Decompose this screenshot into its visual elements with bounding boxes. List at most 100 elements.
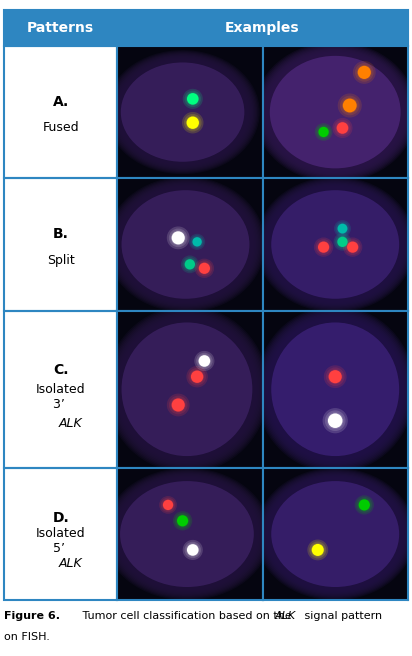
Point xyxy=(339,223,346,234)
Ellipse shape xyxy=(111,312,263,467)
Ellipse shape xyxy=(270,56,400,169)
Point xyxy=(175,233,182,243)
Ellipse shape xyxy=(121,62,244,162)
Ellipse shape xyxy=(259,310,411,468)
Ellipse shape xyxy=(108,179,263,310)
Ellipse shape xyxy=(107,51,258,173)
Ellipse shape xyxy=(256,44,412,180)
Ellipse shape xyxy=(112,182,259,306)
Point xyxy=(314,544,321,555)
Point xyxy=(190,544,196,555)
Point xyxy=(201,356,208,366)
Ellipse shape xyxy=(257,307,412,472)
Ellipse shape xyxy=(271,481,399,587)
Point xyxy=(320,127,327,137)
Ellipse shape xyxy=(255,468,412,600)
Point xyxy=(314,544,321,555)
Ellipse shape xyxy=(271,323,399,456)
Point xyxy=(201,263,208,274)
Ellipse shape xyxy=(110,180,262,309)
Point xyxy=(194,237,200,247)
Text: ALK: ALK xyxy=(59,417,83,430)
Ellipse shape xyxy=(115,57,251,167)
Ellipse shape xyxy=(122,323,253,456)
Point xyxy=(314,544,321,555)
Point xyxy=(190,544,196,555)
Point xyxy=(194,371,200,382)
Ellipse shape xyxy=(109,472,265,596)
Ellipse shape xyxy=(113,314,260,464)
Point xyxy=(346,100,353,111)
Point xyxy=(190,94,196,104)
Point xyxy=(175,400,182,410)
Ellipse shape xyxy=(263,314,407,464)
Ellipse shape xyxy=(258,45,412,179)
Point xyxy=(320,127,327,137)
Point xyxy=(339,237,346,247)
Text: Split: Split xyxy=(47,254,75,267)
Point xyxy=(190,94,196,104)
Ellipse shape xyxy=(110,474,264,595)
Ellipse shape xyxy=(255,43,412,181)
Ellipse shape xyxy=(113,476,261,592)
Point xyxy=(320,242,327,253)
Ellipse shape xyxy=(109,310,265,468)
Point xyxy=(349,242,356,253)
Point xyxy=(175,233,182,243)
Point xyxy=(361,67,368,77)
Point xyxy=(320,242,327,253)
Point xyxy=(361,67,368,77)
Point xyxy=(339,223,346,234)
Point xyxy=(175,400,182,410)
Point xyxy=(194,237,200,247)
Point xyxy=(190,544,196,555)
Text: signal pattern: signal pattern xyxy=(301,611,382,621)
Point xyxy=(332,371,339,382)
Text: Isolated
5’: Isolated 5’ xyxy=(36,527,85,555)
Ellipse shape xyxy=(258,308,412,470)
Point xyxy=(349,242,356,253)
Point xyxy=(190,94,196,104)
Ellipse shape xyxy=(114,184,258,306)
Point xyxy=(339,237,346,247)
Point xyxy=(346,100,353,111)
Point xyxy=(187,259,193,270)
Text: Isolated
3’: Isolated 3’ xyxy=(36,383,85,411)
Ellipse shape xyxy=(262,474,408,595)
Ellipse shape xyxy=(257,178,412,311)
Ellipse shape xyxy=(260,48,410,176)
Text: ALK: ALK xyxy=(59,557,83,569)
Point xyxy=(201,263,208,274)
Ellipse shape xyxy=(265,316,406,463)
Ellipse shape xyxy=(107,178,264,311)
Point xyxy=(361,500,368,510)
Ellipse shape xyxy=(259,180,411,309)
Point xyxy=(332,415,339,426)
Ellipse shape xyxy=(262,49,409,175)
Point xyxy=(190,117,196,128)
Ellipse shape xyxy=(262,182,408,306)
Point xyxy=(332,415,339,426)
Ellipse shape xyxy=(255,176,412,312)
Ellipse shape xyxy=(105,469,269,599)
Point xyxy=(175,233,182,243)
Point xyxy=(190,117,196,128)
Ellipse shape xyxy=(108,471,266,597)
Ellipse shape xyxy=(259,47,412,178)
Text: B.: B. xyxy=(53,227,68,241)
Point xyxy=(320,242,327,253)
Point xyxy=(314,544,321,555)
Point xyxy=(361,500,368,510)
Point xyxy=(339,237,346,247)
Text: on FISH.: on FISH. xyxy=(4,632,50,642)
Point xyxy=(179,516,186,526)
Point xyxy=(201,356,208,366)
Text: Figure 6.: Figure 6. xyxy=(4,611,60,621)
Point xyxy=(194,237,200,247)
Point xyxy=(339,123,346,133)
Point xyxy=(361,67,368,77)
Ellipse shape xyxy=(108,308,266,470)
Ellipse shape xyxy=(111,181,260,308)
Ellipse shape xyxy=(253,42,412,182)
Ellipse shape xyxy=(106,470,268,598)
